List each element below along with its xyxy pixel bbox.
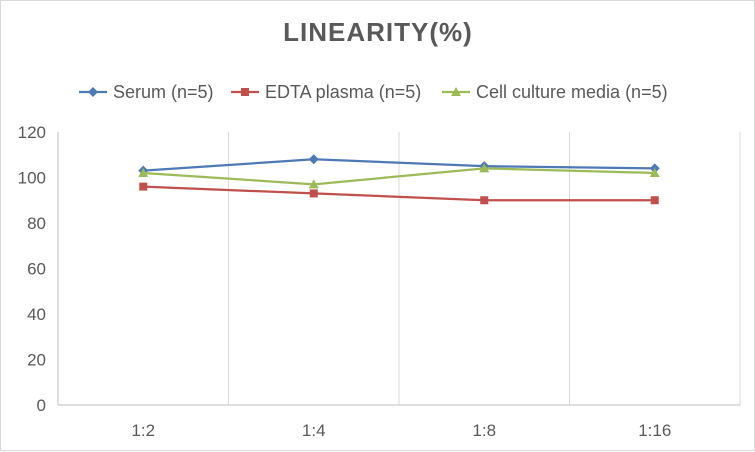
grid [228,132,741,405]
y-tick-label: 40 [27,305,46,324]
series-group [138,154,660,205]
legend-marker [451,87,461,96]
axes [57,132,740,406]
legend-item: Serum (n=5) [79,82,214,102]
series-line [143,167,655,186]
chart-title: LINEARITY(%) [283,17,473,47]
legend-label: Serum (n=5) [113,82,214,102]
series-line [143,185,655,202]
series-2 [139,182,659,205]
legend-label: Cell culture media (n=5) [476,82,668,102]
legend: Serum (n=5) EDTA plasma (n=5) Cell culture… [79,82,668,102]
x-tick-label: 1:8 [472,421,496,440]
y-tick-label: 60 [27,260,46,279]
data-point [139,182,148,191]
legend-item: Cell culture media (n=5) [442,82,668,102]
series-line [143,158,655,172]
x-tick-label: 1:4 [302,421,326,440]
data-point [479,163,490,173]
legend-marker [88,87,98,97]
tick-labels: 0 20 40 60 80 100 120 1:2 1:4 1:8 1:16 [18,123,672,440]
data-point [308,179,319,189]
y-tick-label: 20 [27,351,46,370]
y-tick-label: 100 [18,169,46,188]
data-point [309,189,318,198]
data-point [308,154,319,165]
y-tick-label: 120 [18,123,46,142]
series-3 [138,163,660,189]
legend-marker [241,88,249,96]
x-tick-label: 1:16 [638,421,671,440]
data-point [650,196,659,205]
data-point [480,196,489,205]
x-tick-label: 1:2 [131,421,155,440]
y-tick-label: 80 [27,214,46,233]
legend-item: EDTA plasma (n=5) [231,82,421,102]
y-tick-label: 0 [37,396,46,415]
legend-label: EDTA plasma (n=5) [265,82,421,102]
data-point [138,167,149,177]
data-point [649,167,660,177]
